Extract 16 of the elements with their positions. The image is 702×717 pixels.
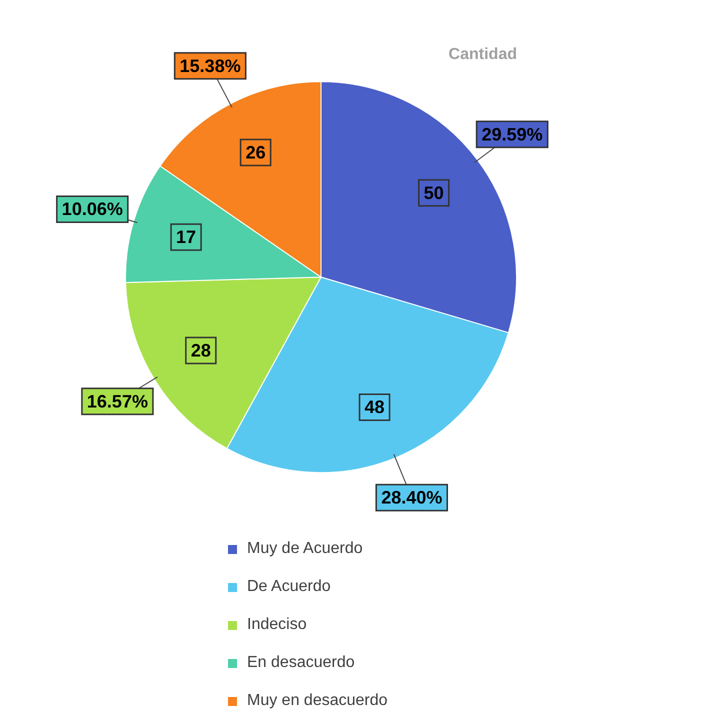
legend-label: Muy en desacuerdo bbox=[247, 692, 388, 710]
data-label: 29.59% bbox=[482, 124, 543, 144]
data-label: 28.40% bbox=[381, 488, 442, 508]
data-label: 10.06% bbox=[62, 199, 123, 220]
text: 17 bbox=[176, 227, 196, 248]
text: 50 bbox=[424, 182, 444, 203]
legend-label: En desacuerdo bbox=[247, 654, 355, 672]
text: 48 bbox=[364, 397, 385, 418]
legend-label: De Acuerdo bbox=[247, 578, 331, 596]
text: 28 bbox=[190, 340, 211, 360]
data-label: 16.57% bbox=[86, 391, 148, 412]
legend-label: Indeciso bbox=[247, 616, 307, 634]
data-label: 15.38% bbox=[180, 56, 241, 76]
text: 26 bbox=[246, 142, 266, 162]
legend-label: Muy de Acuerdo bbox=[247, 540, 363, 558]
chart-title: Cantidad bbox=[448, 46, 517, 64]
